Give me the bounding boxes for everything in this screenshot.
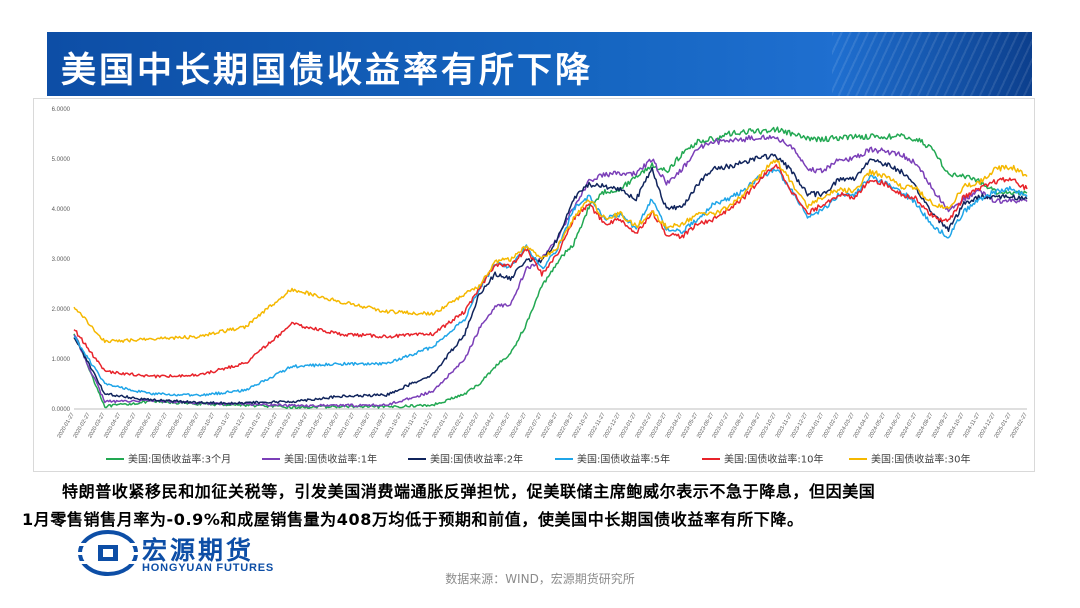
series-line [73, 163, 1028, 379]
company-logo: 宏源期货 HONGYUAN FUTURES [78, 530, 318, 576]
series-line [73, 126, 1028, 410]
legend-label: 美国:国债收益率:5年 [577, 453, 670, 466]
legend-label: 美国:国债收益率:2年 [430, 453, 523, 466]
commentary: 特朗普收紧移民和加征关税等，引发美国消费端通胀反弹担忧，促美联储主席鲍威尔表示不… [22, 478, 1062, 534]
y-tick-label: 4.0000 [52, 207, 71, 213]
hongyuan-logo-icon [78, 530, 138, 576]
chart-panel: 0.0000 1.0000 2.0000 3.0000 4.0000 5.0000 6.00… [33, 98, 1035, 472]
logo-chinese-name: 宏源期货 [142, 536, 255, 565]
y-tick-label: 5.0000 [52, 157, 71, 163]
title-banner: 美国中长期国债收益率有所下降 [47, 32, 1032, 96]
y-tick-label: 3.0000 [52, 257, 71, 263]
y-tick-label: 2.0000 [52, 307, 71, 313]
commentary-line-1: 特朗普收紧移民和加征关税等，引发美国消费端通胀反弹担忧，促美联储主席鲍威尔表示不… [22, 478, 1062, 506]
banner-pattern [832, 32, 1032, 96]
series-line [73, 153, 1028, 405]
data-source-note: 数据来源：WIND，宏源期货研究所 [445, 572, 635, 586]
y-tick-label: 0.0000 [52, 407, 71, 413]
logo-english-name: HONGYUAN FUTURES [142, 562, 274, 574]
page-title: 美国中长期国债收益率有所下降 [61, 50, 594, 91]
legend-label: 美国:国债收益率:10年 [724, 453, 823, 466]
y-tick-label: 6.0000 [52, 107, 71, 113]
y-tick-label: 1.0000 [52, 357, 71, 363]
legend-label: 美国:国债收益率:3个月 [128, 453, 231, 466]
yield-line-chart: 0.0000 1.0000 2.0000 3.0000 4.0000 5.0000 6.00… [52, 107, 1029, 466]
series-line [73, 159, 1028, 344]
commentary-text-1: 特朗普收紧移民和加征关税等，引发美国消费端通胀反弹担忧，促美联储主席鲍威尔表示不… [62, 482, 876, 501]
series-line [73, 168, 1028, 397]
commentary-line-2: 1月零售销售月率为-0.9%和成屋销售量为408万均低于预期和前值，使美国中长期… [22, 510, 804, 529]
x-tick-label: 2025-02-27 [1009, 412, 1028, 439]
legend-label: 美国:国债收益率:1年 [284, 453, 377, 466]
legend-label: 美国:国债收益率:30年 [871, 453, 970, 466]
